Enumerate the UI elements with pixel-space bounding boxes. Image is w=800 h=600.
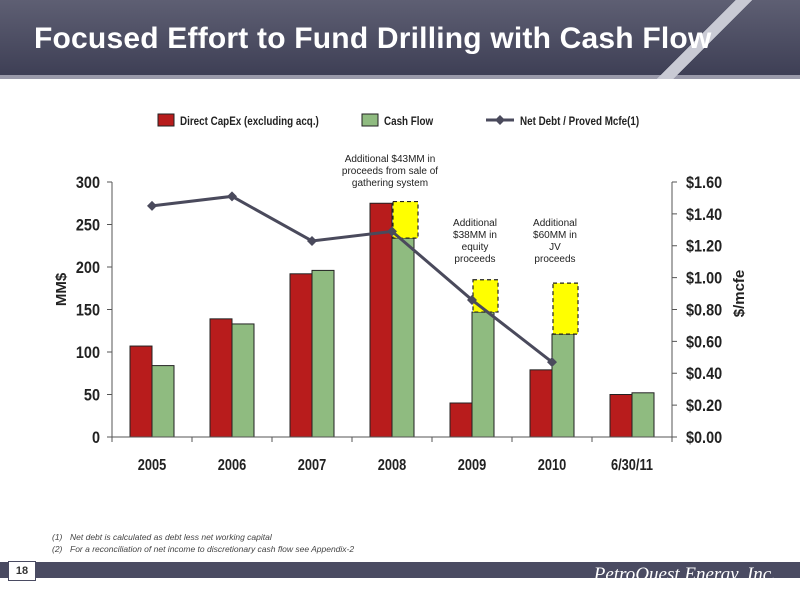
y-axis-label: MM$ [53, 272, 70, 306]
net-debt-point [147, 200, 157, 211]
y-tick-label: 200 [76, 259, 100, 277]
x-tick-label: 6/30/11 [611, 457, 653, 475]
annotation-text: JV [549, 242, 561, 253]
net-debt-point [227, 191, 237, 202]
capex-bar [129, 345, 153, 438]
y2-axis-label: $/mcfe [731, 270, 748, 318]
x-tick-label: 2008 [378, 457, 406, 475]
chart-legend: Direct CapEx (excluding acq.) Cash Flow Ne… [157, 113, 639, 128]
footer-bar [0, 562, 800, 578]
y-tick-label: 0 [92, 429, 100, 447]
capex-bar [209, 318, 233, 438]
y-tick-label: 150 [76, 301, 100, 319]
annotation-text: proceeds from sale of [342, 166, 438, 177]
annotation-text: $60MM in [533, 230, 577, 241]
cashflow-bar [471, 311, 495, 438]
header-stripe [0, 75, 800, 79]
x-tick-label: 2005 [138, 457, 166, 475]
footnote-2: (2) For a reconciliation of net income to… [52, 544, 355, 554]
net-debt-point [547, 357, 557, 368]
y-tick-label: 250 [76, 216, 100, 234]
x-tick-label: 2009 [458, 457, 486, 475]
cashflow-bar [551, 333, 575, 438]
cashflow-bar [631, 392, 655, 438]
annotation-text: proceeds [454, 254, 495, 265]
capex-bar [289, 273, 313, 438]
company-logo: PetroQuest Energy, Inc. [593, 564, 776, 585]
page-number: 18 [8, 561, 36, 581]
y2-tick-label: $1.40 [686, 206, 722, 224]
capex-bar [369, 202, 393, 438]
y2-tick-label: $1.20 [686, 238, 722, 256]
y2-tick-label: $1.00 [686, 270, 722, 288]
y2-tick-label: $0.60 [686, 333, 722, 351]
legend-swatch-capex [157, 113, 175, 127]
capex-bar [529, 369, 553, 438]
y2-tick-label: $0.00 [686, 429, 722, 447]
y-tick-label: 300 [76, 174, 100, 192]
x-tick-label: 2010 [538, 457, 566, 475]
net-debt-line [151, 194, 553, 364]
chart-line-series [147, 191, 557, 368]
annotation-text: Additional [453, 218, 497, 229]
footnote-1: (1) Net debt is calculated as debt less n… [52, 532, 272, 542]
chart-axes: 0 50 100 150 200 250 300 $0.00 $0.20 $0.40 $0.60 $0… [53, 174, 748, 474]
annotation-text: equity [462, 242, 489, 253]
legend-swatch-cashflow [361, 113, 379, 127]
capex-bar [609, 394, 633, 438]
y-tick-label: 50 [84, 386, 100, 404]
net-debt-point [307, 235, 317, 246]
net-debt-point [467, 294, 477, 305]
chart-bars [129, 202, 655, 438]
y2-tick-label: $0.20 [686, 397, 722, 415]
chart: Direct CapEx (excluding acq.) Cash Flow Ne… [53, 113, 748, 474]
annotation-text: Additional $43MM in [345, 154, 436, 165]
x-tick-label: 2007 [298, 457, 326, 475]
capex-bar [449, 402, 473, 438]
legend-marker-netdebt [495, 115, 505, 125]
header-wedge [640, 0, 800, 79]
x-tick-label: 2006 [218, 457, 246, 475]
y-tick-label: 100 [76, 344, 100, 362]
cashflow-bar [231, 323, 255, 438]
footnotes: (1) Net debt is calculated as debt less n… [52, 531, 354, 555]
additional-proceeds-box [472, 279, 499, 313]
legend-label: Direct CapEx (excluding acq.) [180, 115, 319, 128]
annotation-text: gathering system [352, 178, 428, 189]
y2-tick-label: $1.60 [686, 174, 722, 192]
additional-proceeds-box [392, 200, 419, 239]
cashflow-bar [151, 365, 175, 438]
annotation-text: proceeds [534, 254, 575, 265]
y2-tick-label: $0.80 [686, 301, 722, 319]
net-debt-point [387, 226, 397, 237]
legend-label: Cash Flow [384, 115, 434, 128]
additional-proceeds-box [552, 282, 579, 335]
legend-label: Net Debt / Proved Mcfe(1) [520, 115, 639, 128]
y2-tick-label: $0.40 [686, 365, 722, 383]
annotation-text: Additional [533, 218, 577, 229]
cashflow-bar [311, 269, 335, 438]
cashflow-bar [391, 237, 415, 438]
annotation-text: $38MM in [453, 230, 497, 241]
slide-title: Focused Effort to Fund Drilling with Cas… [34, 22, 712, 55]
